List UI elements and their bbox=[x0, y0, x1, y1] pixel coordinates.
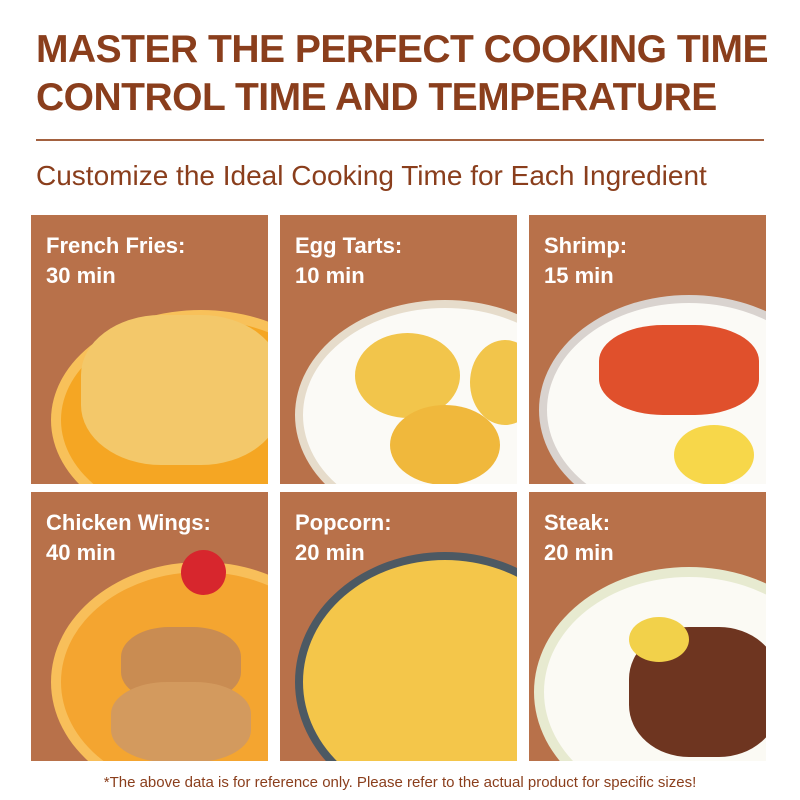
cooking-time: 15 min bbox=[544, 263, 614, 288]
food-name: Steak: bbox=[544, 510, 611, 535]
cooking-time: 30 min bbox=[46, 263, 116, 288]
fries-image bbox=[81, 315, 268, 465]
food-name: Popcorn: bbox=[295, 510, 392, 535]
food-tile-steak: Steak: 20 min bbox=[529, 492, 766, 761]
food-tile-popcorn: Popcorn: 20 min bbox=[280, 492, 517, 761]
cooking-time: 20 min bbox=[544, 540, 614, 565]
cooking-time: 20 min bbox=[295, 540, 365, 565]
food-name: French Fries: bbox=[46, 233, 186, 258]
title-line-2: CONTROL TIME AND TEMPERATURE bbox=[36, 76, 717, 119]
food-tile-chicken-wings: Chicken Wings: 40 min bbox=[31, 492, 268, 761]
shrimp-image bbox=[599, 325, 759, 415]
food-tile-shrimp: Shrimp: 15 min bbox=[529, 215, 766, 484]
food-name: Shrimp: bbox=[544, 233, 628, 258]
food-tile-french-fries: French Fries: 30 min bbox=[31, 215, 268, 484]
cooking-time: 10 min bbox=[295, 263, 365, 288]
cooking-time: 40 min bbox=[46, 540, 116, 565]
egg-tart-image bbox=[390, 405, 500, 484]
page-title: MASTER THE PERFECT COOKING TIME CONTROL … bbox=[36, 26, 786, 122]
bowl-image bbox=[295, 552, 517, 761]
strawberry-image bbox=[181, 550, 226, 595]
disclaimer-note: *The above data is for reference only. P… bbox=[103, 774, 697, 791]
food-name: Chicken Wings: bbox=[46, 510, 211, 535]
divider bbox=[36, 139, 764, 141]
subtitle: Customize the Ideal Cooking Time for Eac… bbox=[36, 160, 707, 191]
egg-tart-image bbox=[355, 333, 460, 418]
food-tile-egg-tarts: Egg Tarts: 10 min bbox=[280, 215, 517, 484]
lemon-image bbox=[674, 425, 754, 484]
chicken-wing-image bbox=[111, 682, 251, 761]
food-name: Egg Tarts: bbox=[295, 233, 403, 258]
title-line-1: MASTER THE PERFECT COOKING TIME bbox=[36, 28, 769, 71]
lemon-image bbox=[629, 617, 689, 662]
